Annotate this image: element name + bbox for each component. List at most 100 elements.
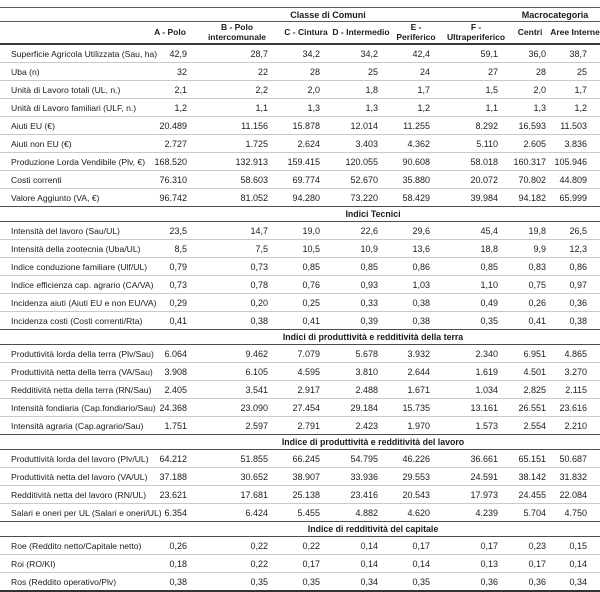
value-cell: 160.317	[510, 152, 551, 172]
row-label: Unità di Lavoro familiari (ULF, n.)	[0, 98, 146, 118]
value-cell: 0,13	[442, 554, 511, 574]
value-cell: 5.704	[523, 507, 547, 518]
value-cell: 11.156	[194, 116, 280, 136]
value-cell: 35.880	[390, 170, 442, 190]
value-cell: 2.488	[332, 380, 390, 400]
value-cell: 0,14	[332, 554, 390, 574]
value-cell: 59,1	[442, 44, 511, 64]
table-row: Valore Aggiunto (VA, €) 96.742 81.052 94.28…	[0, 189, 600, 207]
value-cell: 4.362	[390, 134, 442, 154]
value-cell: 29.553	[390, 467, 442, 487]
value-cell: 1,10	[442, 275, 511, 295]
value-cell: 2.605	[510, 134, 551, 154]
statistics-table: Classe di Comuni Macrocategoria A - Polo…	[0, 7, 600, 592]
value-cell: 27	[442, 62, 511, 82]
value-cell: 0,38	[250, 315, 268, 326]
value-cell: 4.620	[407, 507, 430, 518]
value-cell: 3.932	[390, 344, 442, 364]
value-cell: 0,34	[569, 576, 588, 587]
value-cell: 23.616	[550, 398, 600, 418]
value-cell: 69.774	[280, 170, 332, 190]
value-cell: 24.455	[510, 485, 551, 505]
value-cell: 2.644	[390, 362, 442, 382]
value-cell: 37.188	[146, 467, 194, 487]
value-cell: 27.454	[280, 398, 332, 418]
table-row: Salari e oneri per UL (Salari e oneri/UL…	[0, 504, 600, 522]
column-header-c-cintura: C - Cintura	[280, 21, 332, 46]
value-cell: 0,41	[169, 315, 187, 326]
value-cell: 45,4	[442, 221, 511, 241]
value-cell: 2.423	[355, 420, 378, 431]
value-cell: 65.151	[510, 449, 551, 469]
value-cell: 0,85	[332, 257, 390, 277]
section-title: Indici Tecnici	[146, 206, 600, 223]
value-cell: 36.661	[442, 449, 511, 469]
value-cell: 7,5	[194, 239, 280, 259]
value-cell: 2.791	[297, 420, 320, 431]
value-cell: 2,1	[146, 80, 194, 100]
value-cell: 2.727	[146, 134, 194, 154]
column-header-aree-interne: Aree Interne	[550, 21, 600, 46]
value-cell: 26.551	[510, 398, 551, 418]
value-cell: 4.865	[550, 344, 600, 364]
value-cell: 14,7	[194, 221, 280, 241]
column-group-header-row: Classe di Comuni Macrocategoria	[0, 7, 600, 22]
value-cell: 1,3	[332, 98, 390, 118]
section-header-row: Indice di produttività e redditività del…	[0, 434, 600, 451]
table-body: Superficie Agricola Utilizzata (Sau, ha)…	[0, 44, 600, 592]
value-cell: 1,2	[390, 98, 442, 118]
value-cell: 0,97	[550, 275, 600, 295]
value-cell: 0,35	[250, 576, 268, 587]
value-cell: 0,14	[390, 554, 442, 574]
value-cell: 4.595	[280, 362, 332, 382]
value-cell: 58.429	[402, 192, 430, 203]
section-header-row: Indici Tecnici	[0, 206, 600, 223]
corner-cell	[0, 7, 146, 22]
value-cell: 17.973	[442, 485, 511, 505]
value-cell: 1.970	[407, 420, 430, 431]
value-cell: 20.543	[390, 485, 442, 505]
value-cell: 105.946	[550, 152, 600, 172]
table-row: Produttività lorda del lavoro (Plv/UL) 64…	[0, 449, 600, 469]
value-cell: 1,2	[146, 98, 194, 118]
value-cell: 26,5	[550, 221, 600, 241]
value-cell: 30.652	[194, 467, 280, 487]
table-row: Indice conduzione familiare (Ulf/UL) 0,79…	[0, 257, 600, 277]
value-cell: 20.072	[442, 170, 511, 190]
value-cell: 3.908	[146, 362, 194, 382]
row-label: Intensità del lavoro (Sau/UL)	[0, 221, 146, 241]
value-cell: 58.603	[194, 170, 280, 190]
value-cell: 17.681	[194, 485, 280, 505]
value-cell: 0,86	[390, 257, 442, 277]
value-cell: 6.354	[164, 507, 187, 518]
value-cell: 0,93	[332, 275, 390, 295]
value-cell: 0,33	[332, 293, 390, 313]
column-header-a-polo: A - Polo	[146, 21, 194, 46]
row-label: Produzione Lorda Vendibile (Plv, €)	[0, 152, 146, 172]
section-title: Indici di produttività e redditività del…	[146, 329, 600, 346]
value-cell: 13.161	[442, 398, 511, 418]
value-cell: 2.917	[280, 380, 332, 400]
value-cell: 50.687	[550, 449, 600, 469]
value-cell: 0,17	[510, 554, 551, 574]
table-row: Costi correnti 76.310 58.603 69.774 52.670 35…	[0, 170, 600, 190]
value-cell: 1,7	[390, 80, 442, 100]
value-cell: 0,79	[146, 257, 194, 277]
value-cell: 0,38	[412, 315, 430, 326]
table-row: Incidenza aiuti (Aiuti EU e non EU/VA) 0,…	[0, 293, 600, 313]
row-label: Incidenza aiuti (Aiuti EU e non EU/VA)	[0, 293, 157, 313]
section-header-row: Indice di redditività del capitale	[0, 521, 600, 538]
value-cell: 22	[194, 62, 280, 82]
table-row: Produttività lorda della terra (Plv/Sau)…	[0, 344, 600, 364]
column-header-d-intermedio: D - Intermedio	[332, 21, 390, 46]
row-label: Redditività netta del lavoro (RN/UL)	[0, 485, 146, 505]
value-cell: 0,85	[280, 257, 332, 277]
value-cell: 6.951	[510, 344, 551, 364]
value-cell: 90.608	[390, 152, 442, 172]
value-cell: 0,41	[302, 315, 320, 326]
value-cell: 94.280	[292, 192, 320, 203]
value-cell: 73.220	[350, 192, 378, 203]
value-cell: 8.292	[442, 116, 511, 136]
table-row: Unità di Lavoro totali (UL, n.) 2,1 2,2 2,0…	[0, 80, 600, 100]
value-cell: 1,2	[550, 98, 600, 118]
